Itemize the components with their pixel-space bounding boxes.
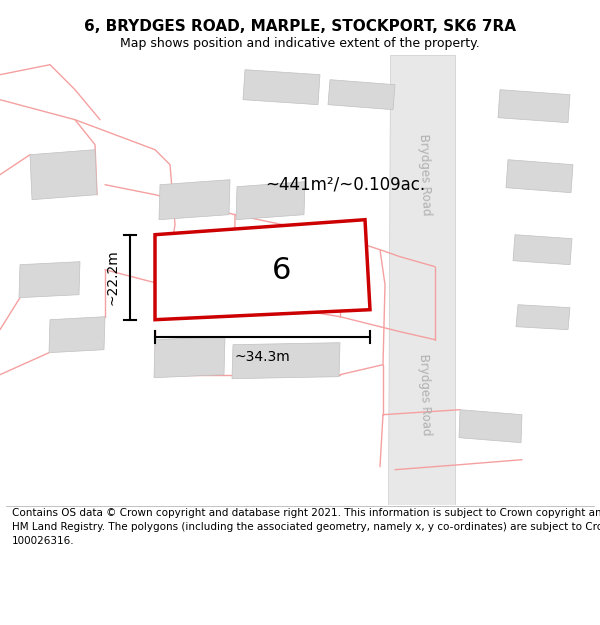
- Polygon shape: [159, 180, 230, 219]
- Polygon shape: [506, 159, 573, 192]
- Text: 6, BRYDGES ROAD, MARPLE, STOCKPORT, SK6 7RA: 6, BRYDGES ROAD, MARPLE, STOCKPORT, SK6 …: [84, 19, 516, 34]
- Polygon shape: [19, 262, 80, 298]
- Polygon shape: [328, 79, 395, 110]
- Polygon shape: [513, 234, 572, 265]
- Polygon shape: [243, 69, 320, 104]
- Polygon shape: [49, 317, 105, 352]
- Text: Contains OS data © Crown copyright and database right 2021. This information is : Contains OS data © Crown copyright and d…: [12, 508, 600, 546]
- Polygon shape: [236, 182, 305, 219]
- Polygon shape: [30, 149, 97, 200]
- Polygon shape: [498, 89, 570, 122]
- Polygon shape: [516, 304, 570, 330]
- Text: ~22.2m: ~22.2m: [106, 249, 120, 305]
- Polygon shape: [232, 342, 340, 379]
- Text: ~34.3m: ~34.3m: [235, 350, 290, 364]
- Polygon shape: [154, 337, 225, 377]
- Polygon shape: [388, 54, 455, 504]
- Text: ~441m²/~0.109ac.: ~441m²/~0.109ac.: [265, 176, 425, 194]
- Text: 6: 6: [272, 256, 291, 286]
- Polygon shape: [459, 410, 522, 442]
- Text: Brydges Road: Brydges Road: [417, 134, 433, 216]
- Text: Map shows position and indicative extent of the property.: Map shows position and indicative extent…: [120, 38, 480, 50]
- Polygon shape: [155, 219, 370, 319]
- Text: Brydges Road: Brydges Road: [417, 354, 433, 436]
